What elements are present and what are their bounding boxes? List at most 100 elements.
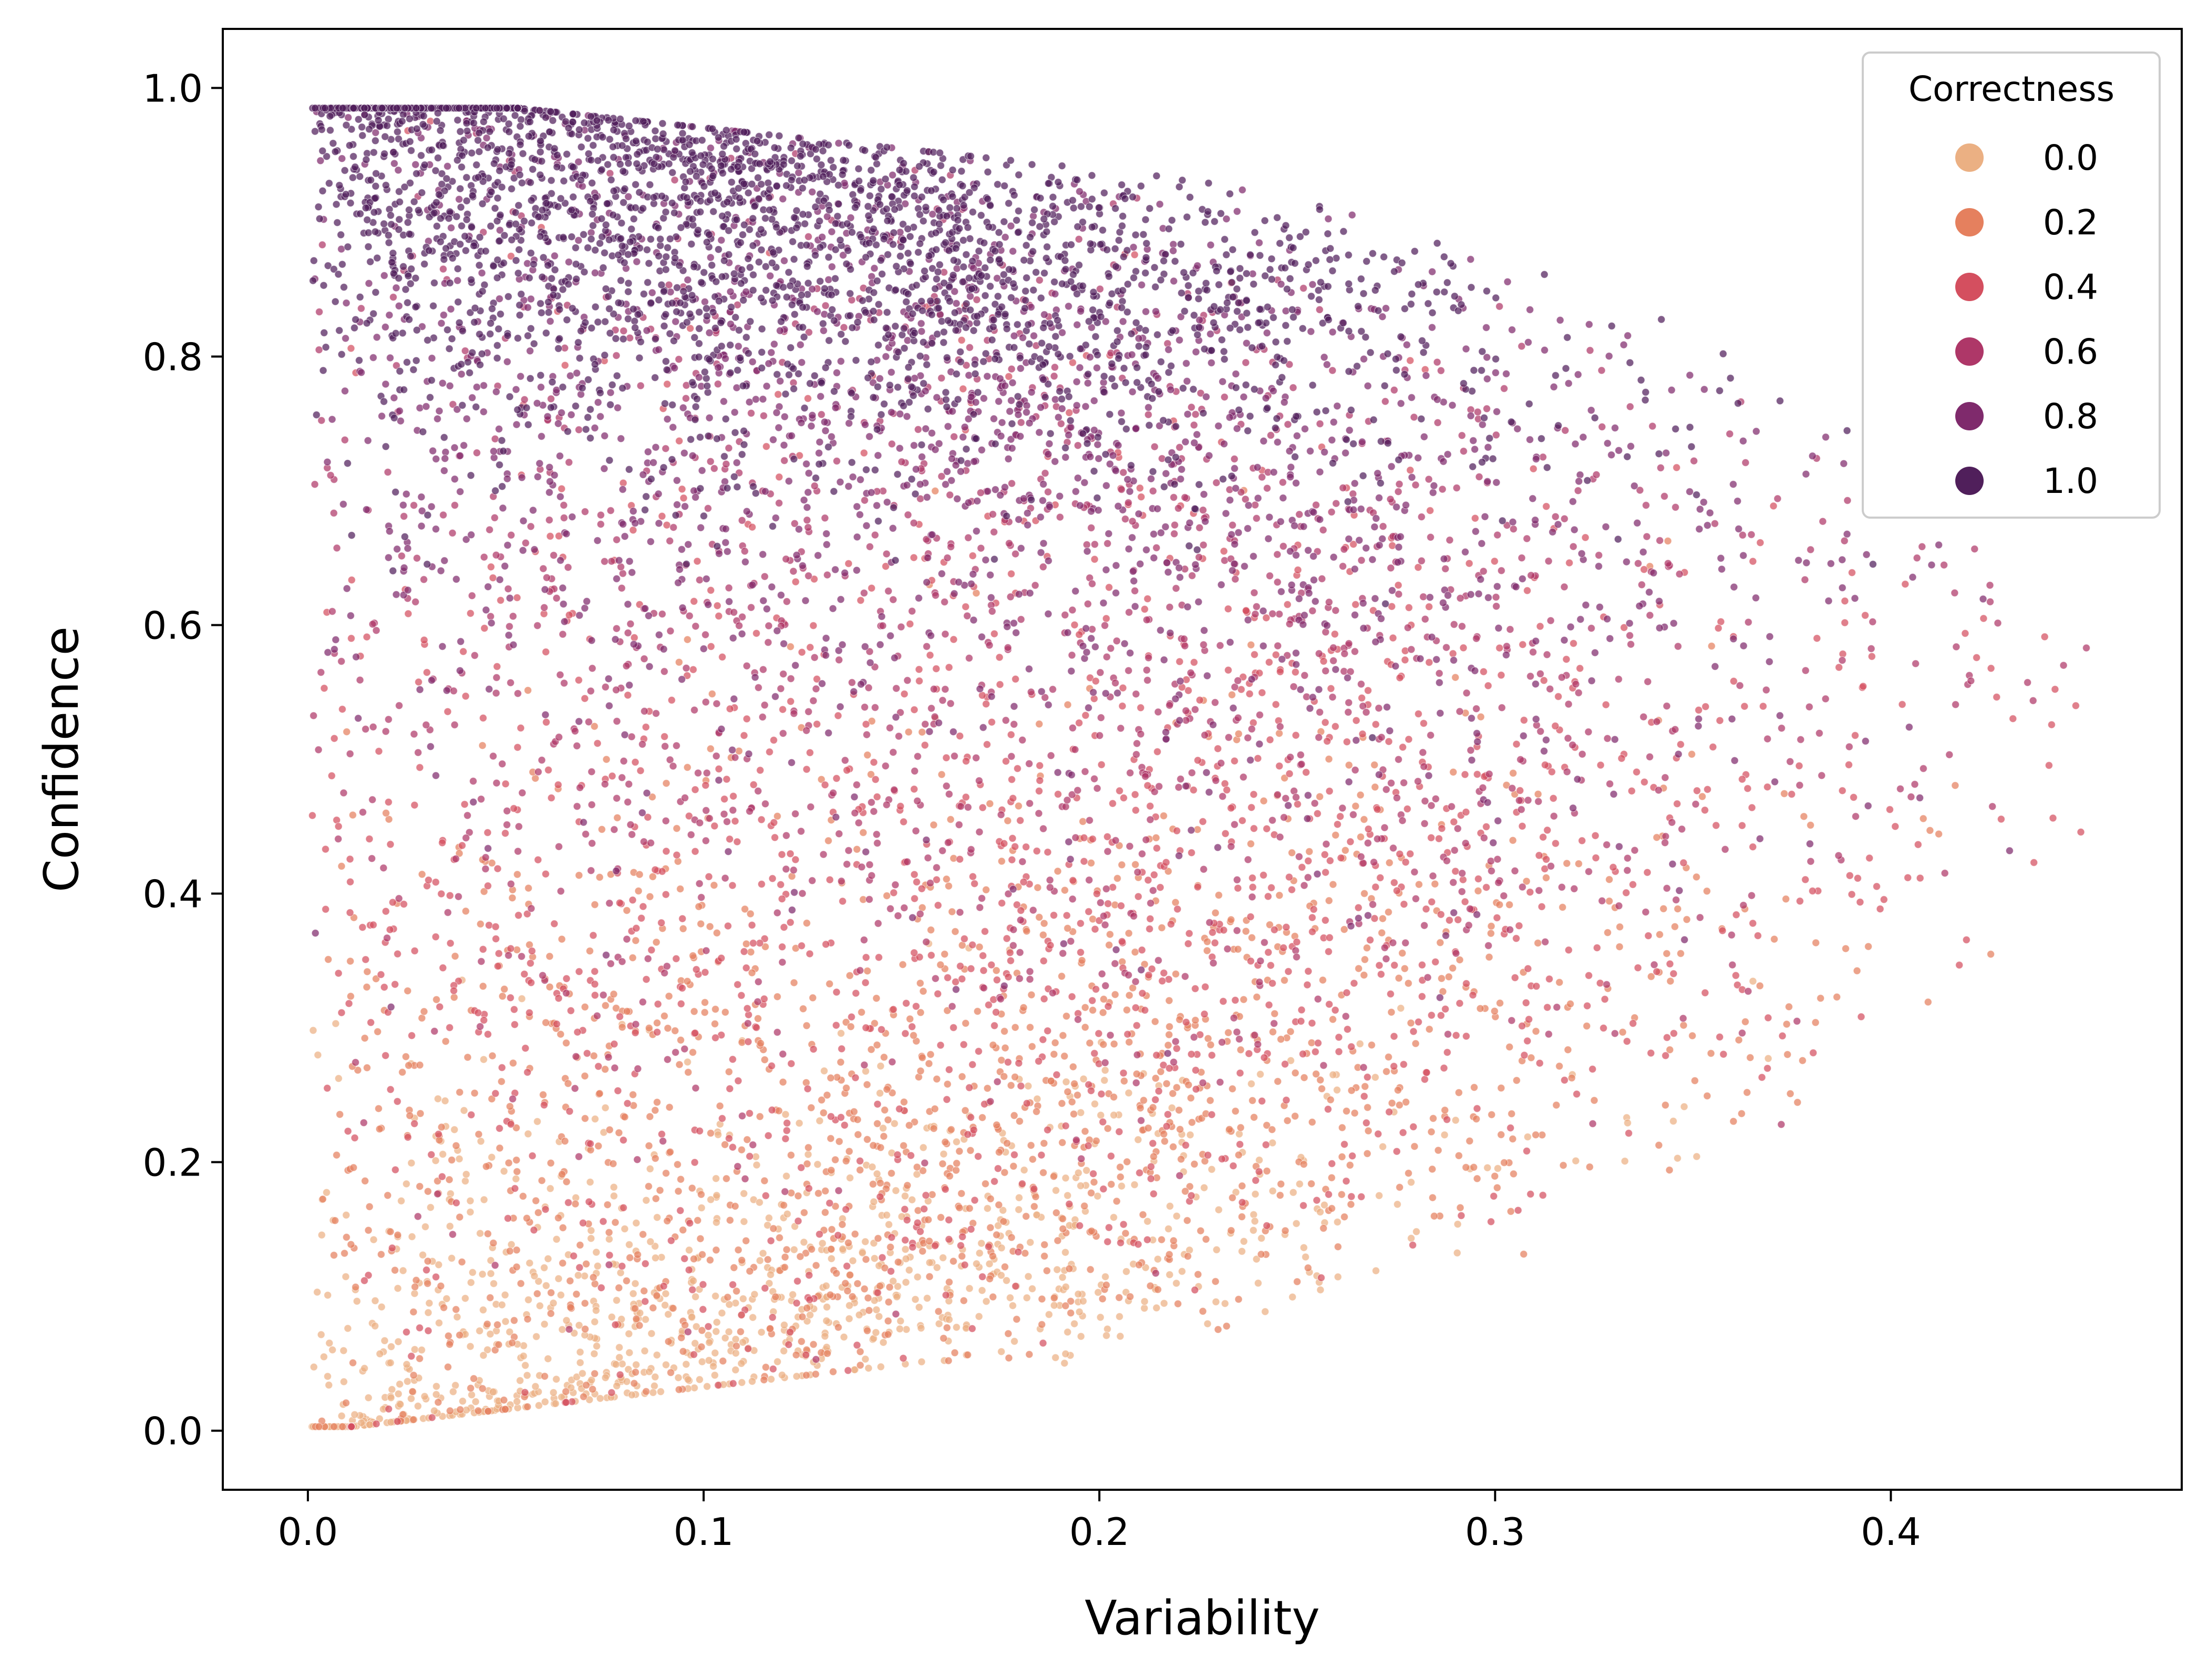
data-point bbox=[1050, 1294, 1058, 1302]
data-point bbox=[507, 880, 515, 888]
data-point bbox=[1004, 973, 1013, 981]
data-point bbox=[710, 881, 718, 890]
data-point bbox=[309, 1026, 317, 1035]
data-point bbox=[910, 705, 919, 714]
data-point bbox=[1731, 971, 1740, 980]
data-point bbox=[1214, 1325, 1222, 1334]
data-point bbox=[601, 1065, 610, 1074]
data-point bbox=[680, 1321, 689, 1329]
data-point bbox=[1119, 1220, 1128, 1229]
data-point bbox=[1234, 1295, 1243, 1304]
data-point bbox=[664, 1310, 673, 1318]
data-point bbox=[1385, 859, 1394, 867]
data-point bbox=[437, 1282, 445, 1290]
data-point bbox=[1102, 614, 1110, 623]
data-point bbox=[1283, 600, 1292, 609]
data-point bbox=[1026, 1023, 1035, 1032]
data-point bbox=[501, 1405, 509, 1414]
data-point bbox=[527, 522, 535, 531]
data-point bbox=[1187, 1050, 1195, 1058]
data-point bbox=[1807, 545, 1815, 554]
data-point bbox=[1194, 1270, 1202, 1279]
data-point bbox=[1543, 651, 1551, 659]
data-point bbox=[394, 1284, 402, 1293]
data-point bbox=[856, 1166, 864, 1174]
data-point bbox=[689, 665, 697, 674]
data-point bbox=[1726, 430, 1734, 438]
data-point bbox=[666, 1368, 675, 1377]
data-point bbox=[987, 961, 996, 969]
data-point bbox=[918, 1054, 926, 1062]
data-point bbox=[1844, 760, 1853, 769]
data-point bbox=[895, 1325, 904, 1333]
data-point bbox=[1181, 1141, 1190, 1149]
data-point bbox=[1560, 514, 1569, 523]
data-point bbox=[1436, 939, 1445, 947]
data-point bbox=[1023, 1099, 1031, 1108]
data-point bbox=[885, 1283, 894, 1292]
data-point bbox=[1386, 990, 1395, 998]
data-point bbox=[1246, 912, 1255, 921]
data-point bbox=[461, 1294, 470, 1303]
data-point bbox=[1027, 1141, 1035, 1150]
data-point bbox=[308, 811, 317, 820]
data-point bbox=[626, 620, 635, 628]
data-point bbox=[997, 810, 1005, 819]
data-point bbox=[1138, 946, 1146, 954]
data-point bbox=[644, 1182, 653, 1191]
data-point bbox=[662, 890, 670, 899]
data-point bbox=[731, 1335, 740, 1344]
data-point bbox=[919, 1247, 927, 1255]
data-point bbox=[1131, 806, 1140, 815]
data-point bbox=[1082, 540, 1091, 549]
data-point bbox=[800, 1238, 808, 1246]
data-point bbox=[1188, 849, 1196, 857]
data-point bbox=[706, 1195, 715, 1204]
data-point bbox=[698, 1326, 706, 1335]
data-point bbox=[728, 1143, 737, 1151]
data-point bbox=[1505, 901, 1514, 909]
data-point bbox=[1069, 1063, 1077, 1071]
data-point bbox=[1322, 840, 1330, 848]
data-point bbox=[782, 1245, 791, 1254]
data-point bbox=[579, 1219, 587, 1227]
data-point bbox=[1164, 1041, 1172, 1049]
data-point bbox=[1588, 1119, 1597, 1128]
data-point bbox=[410, 1290, 419, 1298]
data-point bbox=[1000, 1072, 1008, 1081]
data-point bbox=[1183, 1217, 1191, 1225]
data-point bbox=[1038, 1320, 1046, 1329]
data-point bbox=[1700, 806, 1709, 815]
data-point bbox=[860, 589, 869, 597]
data-point bbox=[924, 1215, 933, 1224]
data-point bbox=[965, 1204, 974, 1213]
data-point bbox=[777, 880, 785, 889]
data-point bbox=[1763, 782, 1772, 791]
data-point bbox=[1279, 542, 1287, 551]
data-point bbox=[483, 882, 492, 890]
data-point bbox=[1394, 1086, 1402, 1095]
data-point bbox=[1561, 426, 1570, 435]
data-point bbox=[1255, 1156, 1264, 1164]
data-point bbox=[1165, 1023, 1174, 1031]
data-point bbox=[691, 1293, 700, 1301]
data-point bbox=[323, 1084, 332, 1092]
data-point bbox=[1443, 1030, 1452, 1038]
data-point bbox=[1208, 1110, 1216, 1119]
data-point bbox=[721, 874, 729, 882]
data-point bbox=[1103, 1325, 1112, 1333]
data-point bbox=[1131, 977, 1140, 986]
data-point bbox=[463, 811, 472, 820]
data-point bbox=[965, 343, 974, 352]
data-point bbox=[1036, 761, 1044, 770]
data-point bbox=[1520, 1250, 1528, 1259]
data-point bbox=[1527, 571, 1535, 580]
data-point bbox=[631, 1280, 639, 1288]
data-point bbox=[1406, 850, 1415, 858]
data-point bbox=[1079, 1075, 1088, 1083]
data-point bbox=[1492, 431, 1500, 439]
data-point bbox=[892, 1310, 900, 1318]
data-point bbox=[1633, 768, 1641, 776]
data-point bbox=[523, 1068, 532, 1077]
data-point bbox=[542, 573, 551, 582]
